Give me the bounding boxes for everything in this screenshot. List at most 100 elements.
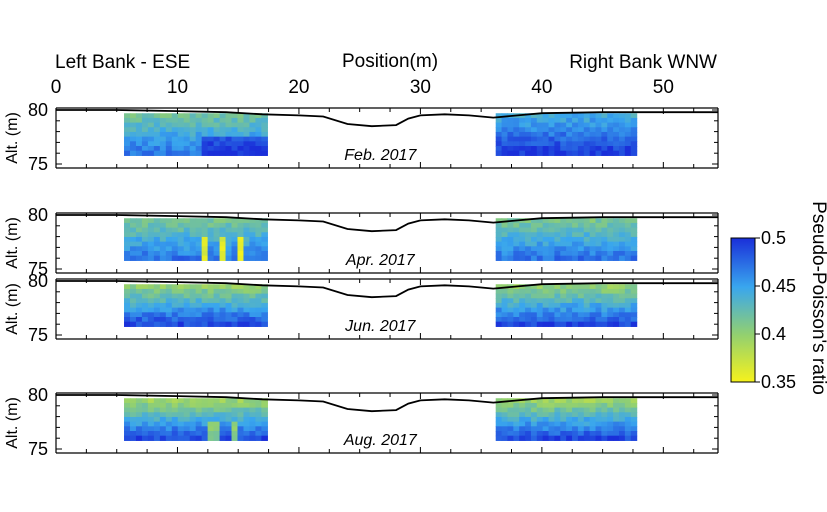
heatmap-cell — [225, 302, 233, 309]
heatmap-cell — [542, 302, 550, 309]
heatmap-cell — [613, 426, 620, 432]
heatmap-cell — [135, 412, 143, 418]
heatmap-cell — [513, 293, 520, 299]
heatmap-cell — [554, 298, 561, 304]
heatmap-cell — [135, 122, 143, 128]
heatmap-cell — [124, 255, 131, 261]
heatmap-cell — [572, 421, 579, 427]
heatmap-cell — [519, 227, 526, 233]
heatmap-cell — [630, 321, 638, 327]
heatmap-cell — [542, 251, 550, 257]
heatmap-cell — [135, 236, 143, 243]
heatmap-cell — [207, 127, 215, 133]
heatmap-cell — [219, 312, 227, 318]
heatmap-cell — [231, 136, 239, 142]
heatmap-cell — [624, 407, 632, 413]
heatmap-cell — [261, 246, 268, 252]
heatmap-cell — [249, 113, 257, 119]
heatmap-cell — [542, 246, 550, 252]
heatmap-cell — [213, 251, 221, 257]
heatmap-cell — [595, 412, 602, 418]
heatmap-cell — [595, 435, 602, 441]
heatmap-cell — [589, 150, 597, 156]
heatmap-cell — [548, 435, 556, 441]
heatmap-cell — [619, 307, 626, 313]
heatmap-cell — [207, 232, 215, 238]
heatmap-cell — [583, 426, 591, 432]
heatmap-cell — [147, 284, 155, 290]
heatmap-cell — [243, 127, 251, 133]
heatmap-cell — [501, 431, 509, 437]
heatmap-cell — [141, 317, 149, 323]
heatmap-cell — [231, 255, 239, 261]
heatmap-cell — [225, 117, 233, 124]
heatmap-cell — [589, 407, 597, 413]
heatmap-cell — [141, 246, 149, 252]
heatmap-cell — [159, 421, 167, 427]
heatmap-cell — [630, 241, 638, 247]
heatmap-cell — [129, 288, 137, 295]
heatmap-cell — [595, 136, 602, 142]
heatmap-cell — [501, 298, 509, 304]
heatmap-cell — [613, 150, 620, 156]
heatmap-cell — [495, 127, 503, 133]
heatmap-cell — [237, 312, 245, 318]
right-bank-label: Right Bank WNW — [569, 52, 717, 73]
heatmap-cell — [595, 255, 602, 261]
heatmap-cell — [231, 312, 239, 318]
heatmap-cell — [595, 251, 602, 257]
panel-date-label: Jun. 2017 — [344, 318, 416, 335]
heatmap-cell — [124, 416, 131, 423]
heatmap-cell — [577, 407, 585, 413]
heatmap-cell — [219, 302, 227, 309]
heatmap-cell — [237, 241, 245, 247]
heatmap-cell — [613, 127, 620, 133]
heatmap-cell — [613, 246, 620, 252]
heatmap-cell — [255, 398, 262, 404]
heatmap-cell — [560, 131, 567, 138]
heatmap-cell — [159, 246, 167, 252]
heatmap-cell — [195, 131, 203, 138]
heatmap-cell — [542, 421, 550, 427]
heatmap-cell — [554, 122, 561, 128]
heatmap-cell — [195, 435, 203, 441]
heatmap-cell — [519, 141, 526, 147]
heatmap-cell — [595, 150, 602, 156]
heatmap-cell — [554, 232, 561, 238]
heatmap-cell — [619, 218, 626, 224]
ground-profile-line — [56, 280, 718, 299]
heatmap-cell — [554, 293, 561, 299]
heatmap-cell — [243, 122, 251, 128]
heatmap-cell — [525, 131, 532, 138]
heatmap-cell — [255, 146, 262, 152]
heatmap-cell — [129, 227, 137, 233]
heatmap-cell — [147, 431, 155, 437]
heatmap-cell — [183, 284, 191, 290]
heatmap-cell — [589, 246, 597, 252]
heatmap-cell — [225, 402, 233, 409]
heatmap-cell — [513, 412, 520, 418]
heatmap-cell — [542, 435, 550, 441]
heatmap-cell — [153, 284, 161, 290]
heatmap-cell — [536, 416, 544, 423]
heatmap-cell — [566, 218, 573, 224]
heatmap-cell — [243, 321, 251, 327]
heatmap-cell — [525, 416, 532, 423]
heatmap-cell — [159, 136, 167, 142]
heatmap-cell — [147, 251, 155, 257]
heatmap-cell — [513, 416, 520, 423]
heatmap-cell — [243, 141, 251, 147]
heatmap-cell — [141, 307, 149, 313]
heatmap-cell — [501, 416, 509, 423]
heatmap-cell — [624, 136, 632, 142]
heatmap-cell — [513, 307, 520, 313]
heatmap-cell — [159, 218, 167, 224]
heatmap-cell — [183, 136, 191, 142]
heatmap-cell — [165, 236, 173, 243]
heatmap-cell — [513, 232, 520, 238]
heatmap-cell — [183, 402, 191, 409]
heatmap-cell — [165, 113, 173, 119]
heatmap-cell — [261, 307, 268, 313]
heatmap-cell — [530, 236, 538, 243]
heatmap-cell — [560, 284, 567, 290]
